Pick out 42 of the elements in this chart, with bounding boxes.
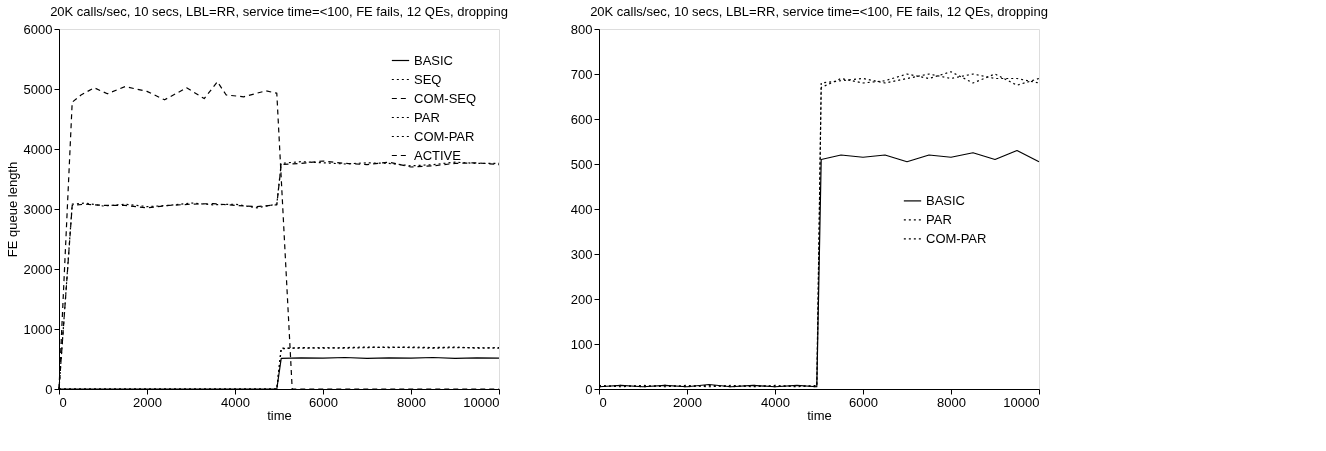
y-tick-label: 3000	[23, 201, 53, 217]
x-tick-label: 10000	[463, 394, 500, 410]
y-tick-label: 5000	[23, 81, 53, 97]
legend-label: COM-SEQ	[414, 90, 477, 106]
y-tick-label: 700	[570, 66, 593, 82]
chart-title: 20K calls/sec, 10 secs, LBL=RR, service time=<100, FE fails, 12 QEs, dropping	[590, 4, 1048, 19]
y-tick-label: 300	[570, 246, 593, 262]
x-axis-title: time	[267, 407, 292, 423]
x-tick-label: 0	[599, 394, 607, 410]
y-tick-label: 0	[45, 381, 53, 397]
x-tick-label: 8000	[937, 394, 966, 410]
x-tick-label: 8000	[397, 394, 426, 410]
legend-label: COM-PAR	[926, 230, 987, 246]
x-tick-label: 6000	[849, 394, 878, 410]
x-tick-label: 0	[59, 394, 67, 410]
legend-label: ACTIVE	[414, 147, 462, 163]
y-tick-label: 400	[570, 201, 593, 217]
y-axis-title: FE queue length	[4, 161, 20, 258]
x-tick-label: 6000	[309, 394, 338, 410]
y-tick-label: 2000	[23, 261, 53, 277]
legend-label: PAR	[926, 211, 952, 227]
x-tick-label: 2000	[673, 394, 702, 410]
legend-label: COM-PAR	[414, 128, 475, 144]
x-tick-label: 10000	[1003, 394, 1040, 410]
legend-label: SEQ	[414, 71, 442, 87]
legend-label: BASIC	[926, 192, 966, 208]
y-tick-label: 4000	[23, 141, 53, 157]
x-axis-title: time	[807, 407, 832, 423]
y-tick-label: 800	[570, 21, 593, 37]
legend-label: PAR	[414, 109, 440, 125]
y-tick-label: 600	[570, 111, 593, 127]
y-tick-label: 6000	[23, 21, 53, 37]
x-tick-label: 4000	[221, 394, 250, 410]
y-tick-label: 200	[570, 291, 593, 307]
chart-title: 20K calls/sec, 10 secs, LBL=RR, service time=<100, FE fails, 12 QEs, dropping	[50, 4, 508, 19]
y-tick-label: 1000	[23, 321, 53, 337]
x-tick-label: 2000	[133, 394, 162, 410]
y-tick-label: 500	[570, 156, 593, 172]
y-tick-label: 100	[570, 336, 593, 352]
x-tick-label: 4000	[761, 394, 790, 410]
y-tick-label: 0	[585, 381, 593, 397]
legend-label: BASIC	[414, 52, 454, 68]
